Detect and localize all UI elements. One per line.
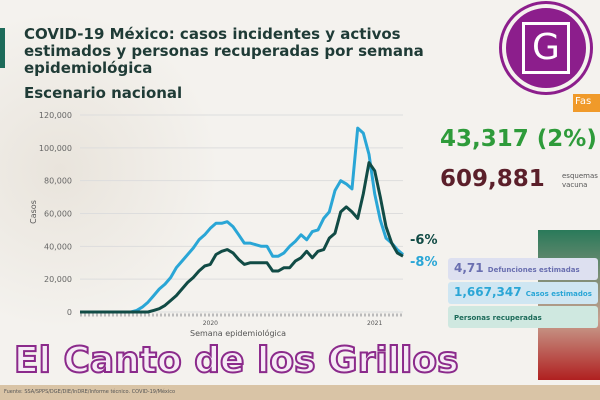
y-tick-label: 120,000 — [39, 111, 72, 120]
y-tick-label: 40,000 — [44, 242, 72, 251]
tile-recovered: Personas recuperadas — [448, 306, 598, 328]
sign-language-interpreter-video — [538, 230, 600, 380]
series-line-light — [80, 126, 404, 314]
source-footer: Fuente: SSA/SPPS/DGE/DIE/InDRE/Informe t… — [0, 385, 600, 400]
title-accent-bar — [0, 28, 5, 68]
page-subtitle: Escenario nacional — [24, 84, 183, 102]
series-line-dark — [80, 161, 404, 314]
y-axis-label: Casos — [29, 200, 38, 224]
dark-series-end-label: -6% — [410, 233, 438, 248]
y-tick-label: 80,000 — [44, 177, 72, 186]
y-tick-label: 0 — [67, 308, 72, 317]
phase-tag: Fas — [573, 94, 600, 112]
tile-deaths: 4,71 Defunciones estimadas — [448, 258, 598, 280]
x-tick-label: 2021 — [367, 320, 382, 327]
stat-active-cases: 43,317 (2%) — [440, 126, 597, 152]
watermark: El Canto de los Grillos — [13, 340, 460, 382]
x-tick-label: 2020 — [203, 320, 218, 327]
light-series-end-label: -8% — [410, 255, 438, 270]
line-chart: 0 20,000 40,000 60,000 80,000 100,000 120,000 2… — [29, 111, 404, 327]
page-title: COVID-19 México: casos incidentes y acti… — [24, 25, 424, 77]
x-axis-label: Semana epidemiológica — [190, 329, 287, 338]
y-tick-label: 60,000 — [44, 210, 72, 219]
stat-vaccinations: 609,881 — [440, 166, 545, 192]
y-tick-label: 20,000 — [44, 275, 72, 284]
y-tick-label: 100,000 — [39, 144, 72, 153]
tile-cases: 1,667,347 Casos estimados — [448, 282, 598, 304]
channel-logo: G — [502, 4, 590, 92]
stat-vaccinations-note: esquemas vacuna — [562, 172, 598, 189]
